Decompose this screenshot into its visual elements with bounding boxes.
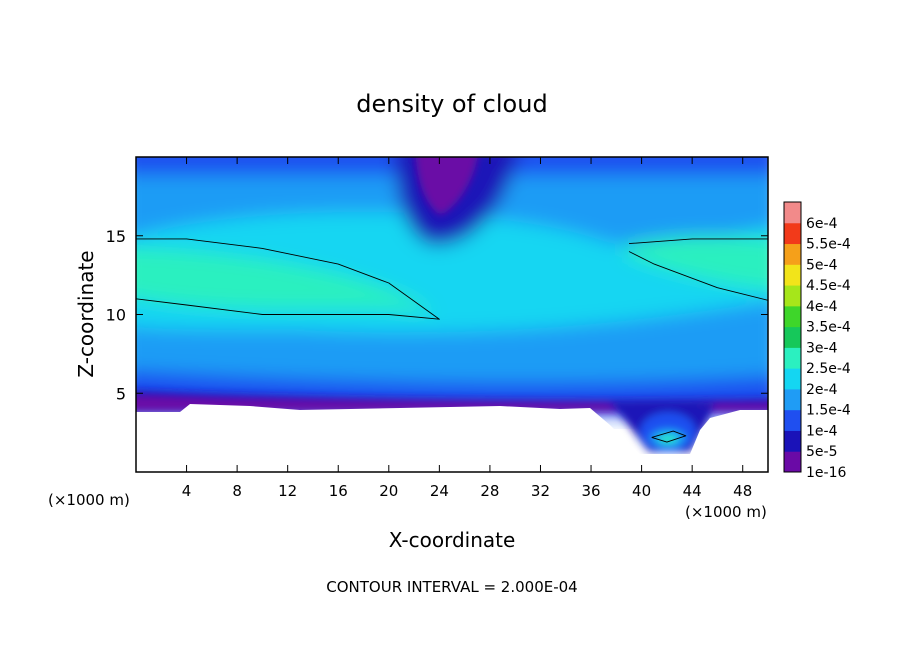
contour-line [651, 430, 687, 443]
colorbar-label: 3e-4 [806, 340, 838, 356]
x-unit-left: (×1000 m) [48, 491, 130, 509]
chart-title: density of cloud [356, 90, 547, 118]
colorbar-label: 4.5e-4 [806, 278, 851, 294]
colorbar-swatch [784, 326, 801, 348]
heatmap-field [136, 157, 768, 472]
colorbar-label: 2.5e-4 [806, 361, 851, 377]
colorbar-label: 1e-16 [806, 465, 846, 481]
colorbar-swatch [784, 451, 801, 473]
colorbar-swatch [784, 243, 801, 265]
colorbar-label: 5.5e-4 [806, 237, 851, 253]
x-axis-label: X-coordinate [389, 528, 516, 552]
colorbar-swatch [784, 388, 801, 411]
colorbar-swatch [784, 368, 801, 390]
contour-interval-footer: CONTOUR INTERVAL = 2.000E-04 [326, 578, 577, 596]
y-axis-ticks: 5 10 15 [106, 227, 768, 403]
x-tick-label: 24 [430, 482, 449, 500]
contour-lines [136, 238, 768, 443]
x-tick-label: 28 [480, 482, 499, 500]
colorbar-frame [783, 201, 802, 473]
colorbar-label: 5e-4 [806, 257, 838, 273]
colorbar-label: 3.5e-4 [806, 320, 851, 336]
x-tick-label: 32 [531, 482, 550, 500]
x-axis-ticks: 4 8 12 16 20 24 28 32 36 40 44 48 [182, 157, 752, 500]
colorbar-label: 1.5e-4 [806, 403, 851, 419]
colorbar-label: 2e-4 [806, 382, 838, 398]
contour-line [628, 238, 768, 301]
colorbar-swatch [784, 222, 801, 245]
colorbar-label: 4e-4 [806, 299, 838, 315]
colorbar-swatch [784, 409, 801, 431]
colorbar-label: 6e-4 [806, 216, 838, 232]
y-axis-label: Z-coordinate [74, 250, 98, 377]
x-tick-label: 8 [232, 482, 242, 500]
colorbar-label: 5e-5 [806, 444, 837, 460]
x-tick-label: 12 [278, 482, 297, 500]
colorbar-swatch [784, 305, 801, 328]
colorbar: 1e-16 5e-5 1e-4 1.5e-4 2e-4 2.5e-4 3e-4 3.5e-4 4… [783, 201, 851, 481]
x-tick-label: 40 [632, 482, 651, 500]
colorbar-swatch [784, 285, 801, 307]
x-tick-label: 20 [379, 482, 398, 500]
x-unit-right: (×1000 m) [685, 503, 767, 521]
colorbar-swatch [784, 347, 801, 369]
colorbar-swatch [784, 264, 801, 286]
y-tick-label: 5 [116, 384, 126, 403]
x-tick-label: 4 [182, 482, 192, 500]
colorbar-swatch [784, 430, 801, 452]
colorbar-swatch [784, 202, 801, 224]
x-tick-label: 16 [329, 482, 348, 500]
x-tick-label: 36 [581, 482, 600, 500]
x-tick-label: 44 [683, 482, 702, 500]
y-tick-label: 15 [106, 227, 126, 246]
x-tick-label: 48 [733, 482, 752, 500]
contour-line [136, 238, 440, 320]
y-tick-label: 10 [106, 306, 126, 325]
colorbar-label: 1e-4 [806, 423, 838, 439]
